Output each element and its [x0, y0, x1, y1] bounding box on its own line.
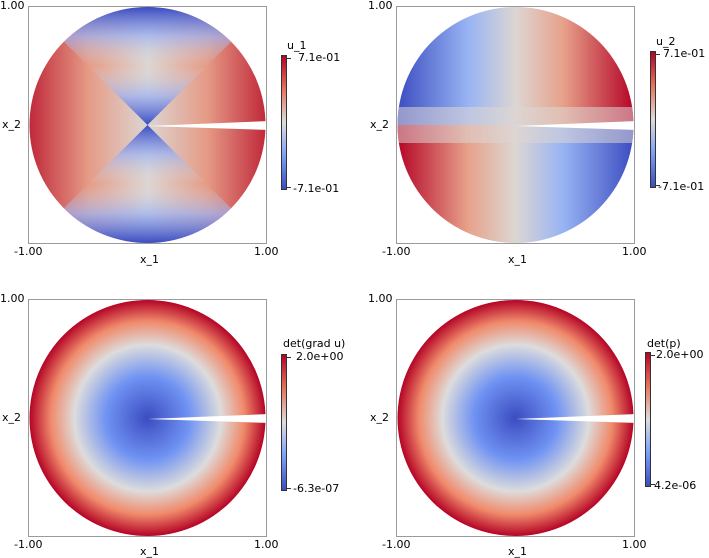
colorbar-title: det(grad u)	[283, 337, 346, 350]
x-axis-max-tick: 1.00	[622, 538, 647, 551]
plot-panel-u2: 1.00 x_2 -1.00 1.00 x_1 u_2 7.1e-01 -7.1…	[368, 0, 709, 279]
x-axis-label: x_1	[508, 545, 528, 558]
colorbar-gradient	[645, 352, 651, 487]
y-axis-top-tick: 1.00	[368, 0, 393, 12]
plot-frame	[28, 299, 267, 537]
plot-frame	[396, 299, 635, 537]
x-axis-max-tick: 1.00	[622, 245, 647, 258]
colorbar-min-label: 4.2e-06	[654, 479, 697, 492]
plot-panel-u1: 1.00 x_2 -1.00 1.00 x_1 u_1 7.1e-01 -7.1…	[0, 0, 354, 279]
x-axis-min-tick: -1.00	[382, 245, 411, 258]
colorbar-title: u_2	[656, 35, 676, 48]
colorbar-gradient	[281, 55, 287, 190]
plot-panel-det-grad-u: 1.00 x_2 -1.00 1.00 x_1 det(grad u) 2.0e…	[0, 291, 354, 558]
x-axis-min-tick: -1.00	[14, 245, 43, 258]
crack-slit	[515, 414, 634, 423]
x-axis-label: x_1	[140, 545, 160, 558]
y-axis-label: x_2	[2, 118, 22, 131]
y-axis-label: x_2	[370, 118, 390, 131]
x-axis-max-tick: 1.00	[254, 538, 279, 551]
disk-field-det-p	[397, 300, 634, 536]
colorbar-min-label: -7.1e-01	[658, 180, 705, 193]
colorbar-max-label: 2.0e+00	[656, 348, 704, 361]
y-axis-label: x_2	[370, 411, 390, 424]
x-axis-label: x_1	[140, 253, 160, 266]
colorbar-title: det(p)	[647, 337, 681, 350]
x-axis-label: x_1	[508, 253, 528, 266]
colorbar-gradient	[281, 354, 287, 491]
y-axis-top-tick: 1.00	[368, 292, 393, 305]
colorbar-min-label: -6.3e-07	[293, 482, 340, 495]
disk-field-u1	[29, 7, 266, 243]
crack-slit	[515, 121, 634, 130]
y-axis-top-tick: 1.00	[0, 0, 25, 12]
plot-panel-det-p: 1.00 x_2 -1.00 1.00 x_1 det(p) 2.0e+00 4…	[368, 291, 709, 558]
colorbar-title: u_1	[287, 39, 307, 52]
x-axis-min-tick: -1.00	[14, 538, 43, 551]
y-axis-label: x_2	[2, 411, 22, 424]
crack-slit	[147, 414, 266, 423]
colorbar-max-label: 7.1e-01	[663, 47, 706, 60]
disk-field-det-grad-u	[29, 300, 266, 536]
plot-frame	[28, 6, 267, 244]
x-axis-min-tick: -1.00	[382, 538, 411, 551]
colorbar-max-label: 2.0e+00	[296, 350, 344, 363]
x-axis-max-tick: 1.00	[254, 245, 279, 258]
colorbar-max-label: 7.1e-01	[298, 51, 341, 64]
colorbar-gradient	[650, 51, 656, 188]
plot-frame	[396, 6, 635, 244]
y-axis-top-tick: 1.00	[0, 292, 25, 305]
disk-field-u2	[397, 7, 634, 243]
crack-slit	[147, 121, 266, 130]
colorbar-min-label: -7.1e-01	[293, 182, 340, 195]
